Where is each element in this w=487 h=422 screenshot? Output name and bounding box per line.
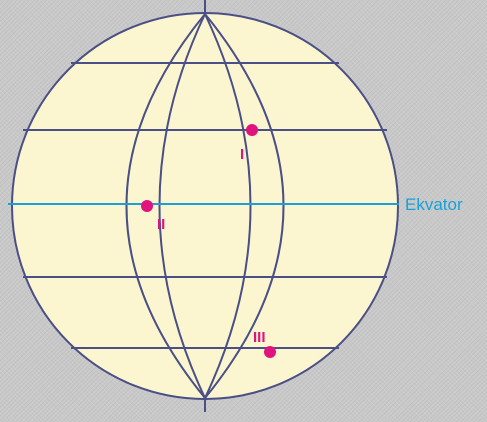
equator-label: Ekvator bbox=[405, 195, 463, 214]
meridian-line bbox=[204, 13, 285, 399]
point-marker-ii bbox=[141, 200, 153, 212]
point-label-i: I bbox=[240, 146, 244, 163]
globe-disc bbox=[12, 13, 398, 399]
point-label-ii: II bbox=[157, 216, 165, 233]
meridian-line bbox=[158, 13, 206, 399]
globe-grid bbox=[11, 0, 399, 412]
point-marker-i bbox=[246, 124, 258, 136]
meridian-line bbox=[125, 13, 206, 399]
point-marker-iii bbox=[264, 346, 276, 358]
meridian-line bbox=[204, 13, 252, 399]
point-label-iii: III bbox=[253, 329, 266, 346]
